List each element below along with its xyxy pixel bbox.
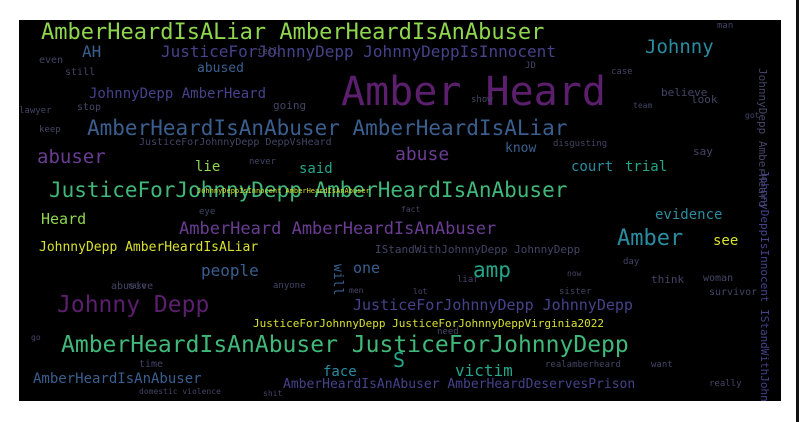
page-edge-rule <box>796 0 799 422</box>
word-17: JusticeForJohnnyDepp AmberHeardIsAnAbuse… <box>49 178 568 202</box>
word-10: abuse <box>395 144 450 165</box>
word-43: woman <box>703 273 734 284</box>
word-68: now <box>567 269 582 278</box>
word-62: need <box>437 327 459 337</box>
word-13: lie <box>195 159 221 175</box>
word-31: AmberHeardIsAnAbuser JusticeForJohnnyDep… <box>61 332 629 358</box>
word-58: show <box>471 95 493 105</box>
word-55: even <box>39 55 64 66</box>
word-0: Amber Heard <box>341 69 606 115</box>
word-37: will <box>330 264 345 296</box>
word-46: time <box>139 359 164 370</box>
word-71: really <box>709 379 742 389</box>
word-39: look <box>691 93 718 106</box>
word-21: JohnnyDepp AmberHeardIsALiar <box>39 240 259 255</box>
word-67: team <box>633 101 653 110</box>
word-22: Amber <box>617 226 684 251</box>
word-79: JohnnyDeppIsInnocent IStandWithJohnnyDep… <box>758 170 771 401</box>
word-49: anyone <box>273 281 306 291</box>
word-23: IStandWithJohnnyDepp JohnnyDepp <box>375 243 581 256</box>
word-59: case <box>611 67 633 77</box>
word-18: Heard <box>41 210 87 228</box>
word-51: realamberheard <box>545 360 621 370</box>
word-40: say <box>693 145 713 158</box>
word-75: shit <box>263 389 283 398</box>
word-65: men <box>349 286 364 295</box>
word-33: face <box>323 364 357 380</box>
word-5: abused <box>197 61 244 76</box>
word-7: going <box>273 99 307 112</box>
word-11: know <box>505 141 537 156</box>
word-56: lawyer <box>19 106 52 116</box>
word-1: AmberHeardIsALiar AmberHeardIsAnAbuser <box>41 20 545 45</box>
word-15: trial <box>625 159 668 175</box>
word-cloud: Amber Heard AmberHeardIsALiar AmberHeardI… <box>19 20 781 401</box>
word-52: stop <box>77 102 102 113</box>
word-25: people <box>201 261 259 280</box>
word-27: amp <box>473 258 511 282</box>
word-70: make <box>127 281 147 290</box>
word-32: S <box>393 348 406 372</box>
word-30: JusticeForJohnnyDepp JusticeForJohnnyDep… <box>253 317 604 330</box>
word-57: never <box>249 157 277 167</box>
word-53: keep <box>39 125 61 135</box>
word-66: got <box>745 111 760 120</box>
word-29: JusticeForJohnnyDepp JohnnyDepp <box>353 296 633 314</box>
word-36: AmberHeardIsAnAbuser AmberHeardDeservesP… <box>283 377 636 392</box>
word-76: fact <box>401 205 421 214</box>
word-47: sister <box>559 287 592 297</box>
word-35: AmberHeardIsAnAbuser <box>33 371 202 387</box>
word-34: victim <box>455 361 513 380</box>
word-14: court <box>571 159 614 175</box>
word-72: domestic violence <box>139 387 221 396</box>
word-12: JusticeForJohnnyDepp DeppVsHeard <box>139 137 332 148</box>
word-2: Johnny <box>645 36 714 58</box>
word-38: believe <box>661 86 708 99</box>
word-44: survivor <box>709 287 758 298</box>
word-78: JohnnyDepp AmberHeard <box>756 68 769 208</box>
word-20: AmberHeard AmberHeardIsAnAbuser <box>179 219 497 239</box>
word-8: AmberHeardIsAnAbuser AmberHeardIsALiar <box>87 116 568 140</box>
word-19: evidence <box>655 207 723 223</box>
word-48: liar <box>457 275 479 285</box>
word-45: abusive <box>111 281 154 292</box>
word-42: think <box>651 273 685 286</box>
word-74: go <box>31 333 41 342</box>
word-4: JusticeForJohnnyDepp JohnnyDeppIsInnocen… <box>161 42 556 61</box>
word-9: abuser <box>37 146 106 168</box>
word-64: eye <box>199 207 216 217</box>
word-28: Johnny Depp <box>57 292 210 318</box>
word-60: man <box>717 21 734 31</box>
word-77: JohnnyDeppIsInnocent AmberHeardIsAnAbuse… <box>197 187 370 195</box>
word-63: day <box>623 257 640 267</box>
word-16: said <box>299 161 333 177</box>
word-50: want <box>651 360 673 370</box>
word-69: lot <box>413 287 428 296</box>
word-24: see <box>713 233 739 249</box>
word-54: still <box>65 67 96 78</box>
word-26: one <box>353 259 381 277</box>
word-61: tell <box>257 47 279 57</box>
word-3: AH <box>82 42 102 61</box>
word-73: JD <box>525 61 536 71</box>
word-6: JohnnyDepp AmberHeard <box>89 86 267 102</box>
word-41: disgusting <box>553 139 608 149</box>
